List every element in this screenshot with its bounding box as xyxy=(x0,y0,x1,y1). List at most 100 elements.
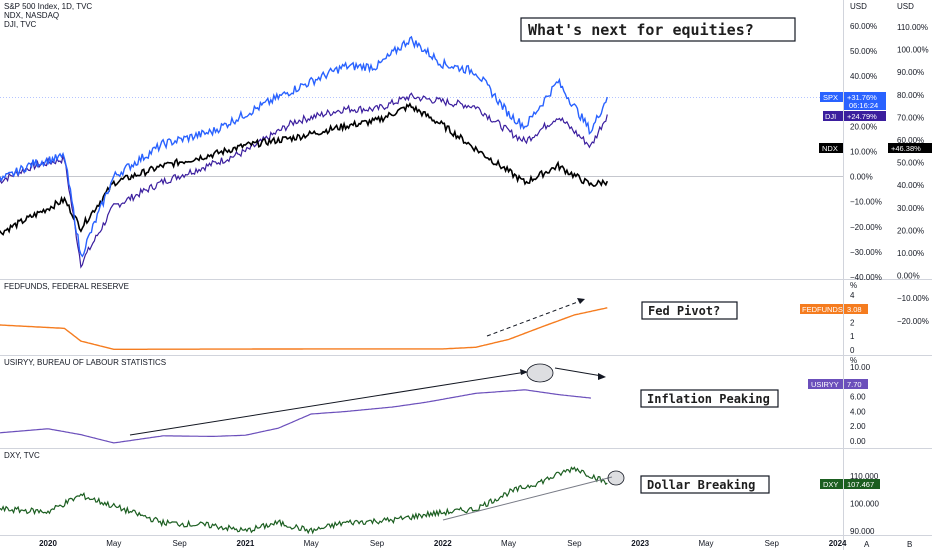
svg-text:NDX: NDX xyxy=(822,144,838,153)
time-tick: Sep xyxy=(765,539,780,548)
annotation-fed-text: Fed Pivot? xyxy=(648,304,720,318)
svg-text:7.70: 7.70 xyxy=(847,380,862,389)
main-left-tick: 40.00% xyxy=(850,72,877,81)
left-axis-unit: USD xyxy=(850,2,867,11)
legend-spx: S&P 500 Index, 1D, TVC xyxy=(4,2,92,11)
dollar-break-circle xyxy=(607,470,625,486)
fedfunds-tick: 2 xyxy=(850,318,855,327)
series-ndx xyxy=(0,102,609,236)
legend-ndx: NDX, NASDAQ xyxy=(4,11,59,20)
svg-text:+24.79%: +24.79% xyxy=(847,112,877,121)
svg-text:DJI: DJI xyxy=(825,112,836,121)
time-tick: 2024 xyxy=(829,539,847,548)
series-dji xyxy=(0,92,608,269)
legend-dxy: DXY, TVC xyxy=(4,451,40,460)
svg-text:USIRYY: USIRYY xyxy=(811,380,839,389)
main-right-tick: 50.00% xyxy=(897,159,924,168)
main-right-tick: 70.00% xyxy=(897,113,924,122)
series-spx xyxy=(0,35,608,258)
time-tick: 2021 xyxy=(237,539,255,548)
main-left-tick: 20.00% xyxy=(850,122,877,131)
annotation-dollar-text: Dollar Breaking xyxy=(647,478,755,492)
main-right-tick: 60.00% xyxy=(897,136,924,145)
usiryy-tick: 10.00 xyxy=(850,363,871,372)
svg-text:+31.76%: +31.76% xyxy=(847,93,877,102)
main-right-tick: −10.00% xyxy=(897,294,929,303)
svg-text:107.467: 107.467 xyxy=(847,480,874,489)
time-axis: 2020 May Sep 2021 May Sep 2022 May Sep 2023 May Sep… xyxy=(39,539,847,548)
time-tick: May xyxy=(501,539,516,548)
series-usiryy xyxy=(0,389,591,444)
annotation-fed[interactable]: Fed Pivot? xyxy=(641,301,738,320)
dxy-tick: 90.000 xyxy=(850,527,875,536)
svg-text:+46.38%: +46.38% xyxy=(891,144,921,153)
right-axis-unit: USD xyxy=(897,2,914,11)
fedfunds-tick: 0 xyxy=(850,346,855,355)
tag-dxy: DXY 107.467 xyxy=(820,479,880,489)
annotation-inflation[interactable]: Inflation Peaking xyxy=(640,389,779,408)
fed-dashed-arrow xyxy=(486,299,584,337)
main-right-tick: −20.00% xyxy=(897,317,929,326)
tag-fedfunds: FEDFUNDS 3.08 xyxy=(800,304,868,314)
tag-usiryy: USIRYY 7.70 xyxy=(808,379,868,389)
inflation-up-arrow xyxy=(129,371,527,436)
main-left-tick: 50.00% xyxy=(850,47,877,56)
legend-fedfunds: FEDFUNDS, FEDERAL RESERVE xyxy=(4,282,129,291)
series-fedfunds xyxy=(0,307,608,350)
time-tick: Sep xyxy=(370,539,385,548)
dollar-trendline xyxy=(442,476,613,521)
main-right-tick: 10.00% xyxy=(897,249,924,258)
main-right-tick: 100.00% xyxy=(897,46,929,55)
svg-text:A: A xyxy=(864,540,870,549)
main-left-tick: 0.00% xyxy=(850,173,873,182)
inflation-down-arrow-head xyxy=(598,373,606,380)
annotation-equities[interactable]: What's next for equities? xyxy=(520,17,796,42)
inflation-up-arrow-head xyxy=(520,369,528,375)
usiryy-tick: 0.00 xyxy=(850,437,866,446)
main-left-tick: −20.00% xyxy=(850,223,882,232)
fedfunds-tick: 1 xyxy=(850,332,855,341)
time-tick: Sep xyxy=(172,539,187,548)
main-left-tick: −40.00% xyxy=(850,273,882,282)
series-layer xyxy=(0,35,609,535)
usiryy-tick: 6.00 xyxy=(850,393,866,402)
main-left-tick: −30.00% xyxy=(850,248,882,257)
main-left-tick: 60.00% xyxy=(850,22,877,31)
dxy-tick: 110.000 xyxy=(850,472,879,481)
fedfunds-axis: 43210 xyxy=(850,291,855,355)
inflation-down-arrow xyxy=(554,367,603,377)
svg-text:B: B xyxy=(907,540,912,549)
fedfunds-tick: 4 xyxy=(850,291,855,300)
main-right-tick: 110.00% xyxy=(897,23,928,32)
main-legend: S&P 500 Index, 1D, TVC NDX, NASDAQ DJI, … xyxy=(4,2,92,29)
legend-usiryy: USIRYY, BUREAU OF LABOUR STATISTICS xyxy=(4,358,166,367)
inflation-peak-circle xyxy=(526,363,554,383)
annotation-inflation-text: Inflation Peaking xyxy=(647,392,770,406)
dxy-tick: 100.000 xyxy=(850,500,879,509)
fed-axis-unit: % xyxy=(850,281,857,290)
svg-text:DXY: DXY xyxy=(823,480,838,489)
legend-dji: DJI, TVC xyxy=(4,20,37,29)
usiryy-tick: 2.00 xyxy=(850,422,866,431)
time-tick: 2020 xyxy=(39,539,57,548)
annotation-dollar[interactable]: Dollar Breaking xyxy=(640,475,770,494)
usiryy-axis-unit: % xyxy=(850,356,857,365)
svg-text:FEDFUNDS: FEDFUNDS xyxy=(802,305,843,314)
drawing-annotations xyxy=(129,298,625,521)
usiryy-tick: 4.00 xyxy=(850,407,866,416)
annotation-equities-text: What's next for equities? xyxy=(528,21,754,39)
log-scale-button[interactable]: B xyxy=(904,539,918,549)
main-right-tick: 40.00% xyxy=(897,181,924,190)
tag-dji: DJI +24.79% xyxy=(823,111,886,121)
main-right-axis: 110.00% 100.00% 90.00% 80.00% 70.00% 60.00% 50… xyxy=(897,23,929,326)
svg-text:SPX: SPX xyxy=(823,93,838,102)
main-left-tick: 10.00% xyxy=(850,148,877,157)
main-left-axis: 60.00%50.00%40.00%30.00%20.00%10.00%0.00… xyxy=(850,22,882,282)
time-tick: Sep xyxy=(567,539,582,548)
time-tick: May xyxy=(698,539,713,548)
auto-scale-button[interactable]: A xyxy=(860,539,874,549)
time-tick: May xyxy=(106,539,121,548)
main-right-tick: 20.00% xyxy=(897,226,924,235)
svg-text:06:16:24: 06:16:24 xyxy=(849,101,878,110)
